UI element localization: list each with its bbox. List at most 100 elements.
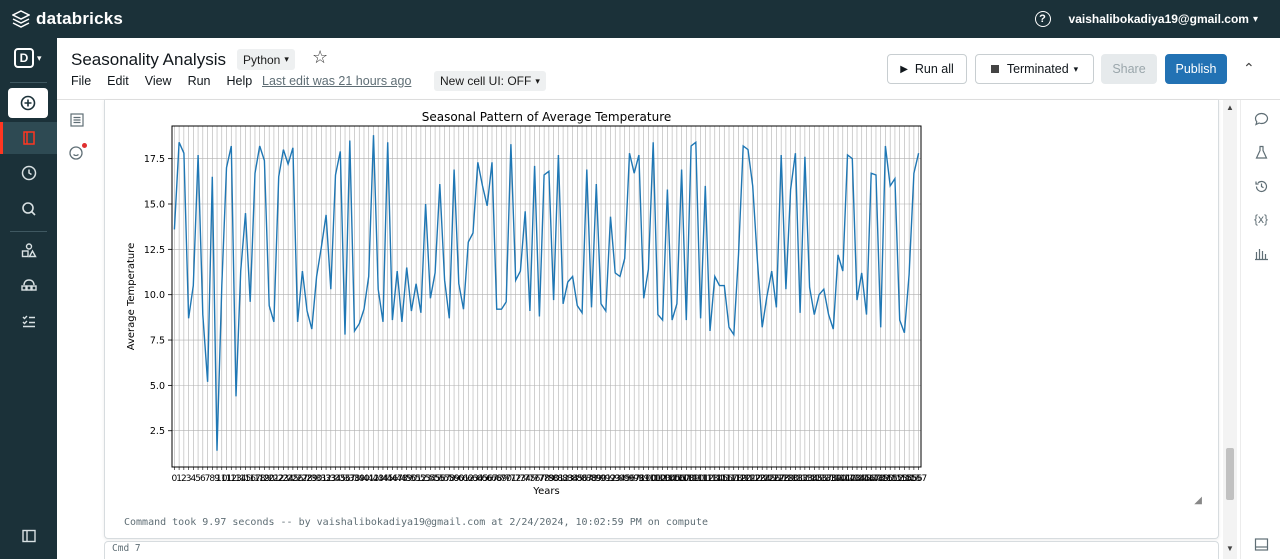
menu-run[interactable]: Run bbox=[187, 74, 211, 88]
sidebar-item-workspace[interactable] bbox=[0, 122, 57, 154]
share-button[interactable]: Share bbox=[1101, 54, 1157, 84]
x-tick-label: 115 bbox=[711, 474, 728, 484]
x-tick-label: 74 bbox=[519, 474, 531, 484]
x-tick-label: 16 bbox=[244, 474, 256, 484]
cluster-selector[interactable]: Terminated ▾ bbox=[975, 54, 1094, 84]
x-tick-label: 103 bbox=[654, 474, 671, 484]
x-tick-label: 143 bbox=[844, 474, 861, 484]
x-tick-label: 78 bbox=[538, 474, 550, 484]
y-tick-label: 5.0 bbox=[150, 381, 165, 392]
x-tick-label: 41 bbox=[363, 474, 374, 484]
x-axis: 0 1 2 3 4 5 6 7 8 9101112131415161718192021222324… bbox=[172, 467, 927, 484]
top-bar: databricks ? vaishalibokadiya19@gmail.co… bbox=[0, 0, 1280, 38]
play-icon: ▶ bbox=[900, 63, 908, 75]
y-axis: 2.5 5.0 7.5 10.0 12.5 15.0 17.5 bbox=[144, 154, 172, 437]
workspace-switcher[interactable]: D ▾ bbox=[14, 48, 42, 68]
x-tick-label: 104 bbox=[659, 474, 676, 484]
right-side-panel: {x} bbox=[1240, 100, 1280, 559]
x-tick-label: 30 bbox=[311, 474, 323, 484]
x-tick-label: 100 bbox=[640, 474, 657, 484]
sidebar-item-catalog[interactable] bbox=[0, 234, 57, 266]
x-tick-label: 122 bbox=[744, 474, 761, 484]
x-tick-label: 61 bbox=[458, 474, 469, 484]
panel-toggle-icon[interactable] bbox=[1251, 534, 1271, 554]
star-icon[interactable]: ☆ bbox=[312, 47, 329, 67]
sidebar-collapse-toggle[interactable] bbox=[0, 520, 57, 552]
sidebar-item-workflows[interactable] bbox=[0, 269, 57, 301]
language-selector[interactable]: Python ▾ bbox=[237, 49, 295, 70]
resize-handle-icon[interactable]: ◢ bbox=[1194, 495, 1202, 506]
scrollbar[interactable]: ▲ ▼ bbox=[1223, 100, 1237, 559]
x-tick-label: 76 bbox=[529, 474, 541, 484]
scroll-up-arrow-icon[interactable]: ▲ bbox=[1226, 103, 1234, 112]
last-edit-link[interactable]: Last edit was 21 hours ago bbox=[262, 74, 412, 88]
publish-label: Publish bbox=[1175, 62, 1217, 76]
x-tick-label: 75 bbox=[524, 474, 535, 484]
x-tick-label: 23 bbox=[278, 474, 289, 484]
clock-icon bbox=[21, 165, 36, 181]
chevron-up-icon[interactable]: ⌃ bbox=[1243, 60, 1255, 76]
x-tick-label: 68 bbox=[491, 474, 503, 484]
run-all-button[interactable]: ▶ Run all bbox=[887, 54, 967, 84]
x-tick-label: 32 bbox=[320, 474, 331, 484]
revision-history-icon[interactable] bbox=[1251, 176, 1271, 196]
chevron-down-icon: ▾ bbox=[284, 54, 289, 64]
publish-button[interactable]: Publish bbox=[1165, 54, 1227, 84]
x-tick-label: 95 bbox=[619, 474, 630, 484]
sidebar-item-search[interactable] bbox=[0, 193, 57, 225]
question-circle-icon[interactable]: ? bbox=[1034, 11, 1051, 27]
x-tick-label: 5 bbox=[195, 474, 201, 484]
table-of-contents-icon[interactable] bbox=[67, 110, 87, 130]
menu-help[interactable]: Help bbox=[226, 74, 253, 88]
library-chart-icon[interactable] bbox=[1251, 243, 1271, 263]
x-tick-label: 62 bbox=[463, 474, 474, 484]
menu-edit[interactable]: Edit bbox=[107, 74, 129, 88]
assistant-icon[interactable] bbox=[67, 142, 87, 162]
y-tick-label: 15.0 bbox=[144, 199, 165, 210]
variables-icon[interactable]: {x} bbox=[1253, 212, 1268, 226]
x-tick-label: 112 bbox=[697, 474, 714, 484]
x-tick-label: 19 bbox=[259, 474, 271, 484]
x-tick-label: 69 bbox=[496, 474, 508, 484]
x-tick-label: 6 bbox=[200, 474, 206, 484]
x-tick-label: 90 bbox=[595, 474, 607, 484]
x-tick-label: 44 bbox=[377, 474, 389, 484]
x-tick-label: 56 bbox=[434, 474, 446, 484]
x-tick-label: 125 bbox=[758, 474, 775, 484]
language-label: Python bbox=[243, 52, 281, 67]
databricks-logo[interactable]: databricks bbox=[12, 9, 123, 29]
plot-frame bbox=[171, 125, 922, 468]
x-tick-label: 18 bbox=[254, 474, 266, 484]
menu-view[interactable]: View bbox=[144, 74, 172, 88]
sidebar-item-recents[interactable] bbox=[0, 157, 57, 189]
new-cell-ui-toggle[interactable]: New cell UI: OFF ▾ bbox=[434, 71, 546, 91]
x-tick-label: 46 bbox=[387, 474, 399, 484]
notebook-title[interactable]: Seasonality Analysis bbox=[71, 50, 226, 69]
x-tick-label: 101 bbox=[645, 474, 662, 484]
scroll-down-arrow-icon[interactable]: ▼ bbox=[1226, 544, 1234, 553]
search-icon bbox=[21, 202, 36, 216]
x-tick-label: 126 bbox=[763, 474, 780, 484]
x-tick-label: 71 bbox=[505, 474, 516, 484]
x-tick-label: 22 bbox=[273, 474, 284, 484]
menu-file[interactable]: File bbox=[71, 74, 92, 88]
user-menu[interactable]: vaishalibokadiya19@gmail.com ▾ bbox=[1069, 12, 1258, 26]
menu-bar: File Edit View Run Help bbox=[71, 74, 268, 88]
x-tick-label: 87 bbox=[581, 474, 592, 484]
next-cell[interactable]: Cmd 7 bbox=[104, 541, 1219, 559]
command-status: Command took 9.97 seconds -- by vaishali… bbox=[124, 517, 708, 528]
x-tick-label: 40 bbox=[358, 474, 370, 484]
scroll-thumb[interactable] bbox=[1226, 448, 1234, 500]
x-tick-label: 77 bbox=[534, 474, 545, 484]
new-button[interactable] bbox=[8, 88, 48, 118]
sidebar-item-tasks[interactable] bbox=[0, 305, 57, 337]
x-tick-label: 12 bbox=[226, 474, 237, 484]
comments-icon[interactable] bbox=[1251, 109, 1271, 129]
series-line-average-temperature bbox=[173, 135, 920, 451]
x-tick-label: 83 bbox=[562, 474, 573, 484]
x-tick-label: 64 bbox=[472, 474, 484, 484]
experiment-flask-icon[interactable] bbox=[1251, 142, 1271, 162]
x-tick-label: 119 bbox=[730, 474, 747, 484]
x-tick-label: 81 bbox=[553, 474, 564, 484]
x-tick-label: 108 bbox=[678, 474, 695, 484]
